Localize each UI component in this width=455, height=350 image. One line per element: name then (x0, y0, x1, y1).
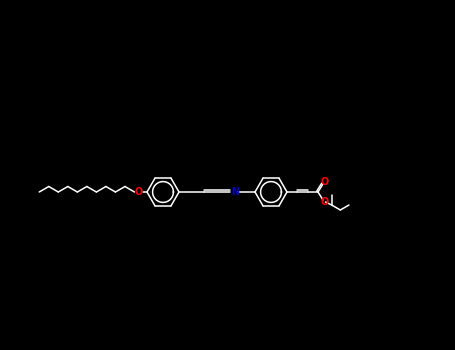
Text: O: O (135, 187, 143, 197)
Text: N: N (231, 187, 239, 197)
Text: O: O (321, 177, 329, 187)
Text: O: O (321, 197, 329, 207)
